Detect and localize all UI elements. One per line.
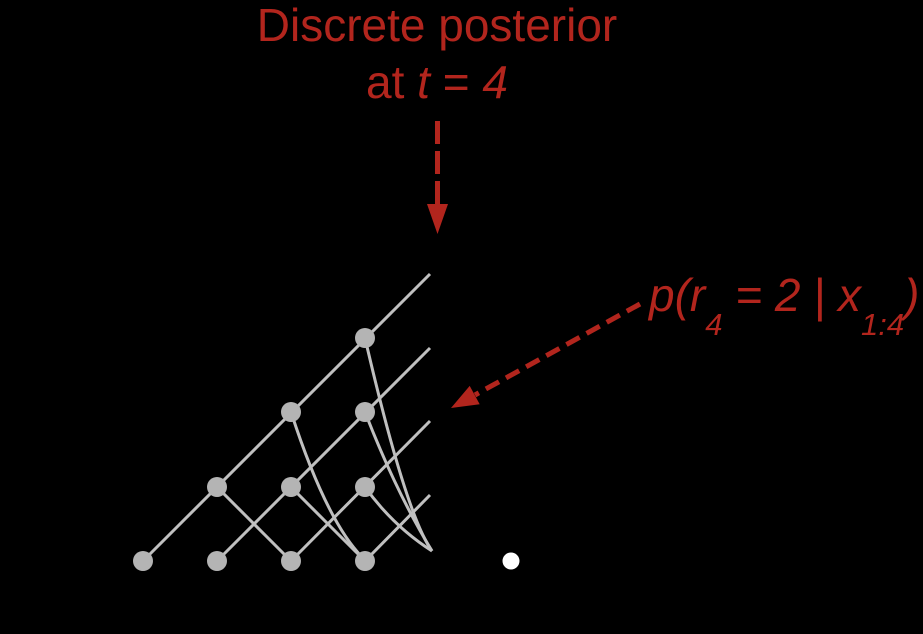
trellis-edge-reset-curve-4: [363, 337, 434, 552]
label-segment: at: [366, 56, 418, 108]
lattice-node: [133, 551, 153, 571]
label-segment: 4: [482, 56, 508, 108]
label-segment: ): [904, 269, 920, 321]
label-segment: t: [417, 56, 430, 108]
title-line-1: Discrete posterior: [257, 0, 617, 54]
label-segment: = 2 | x: [722, 269, 862, 321]
lattice-node: [207, 551, 227, 571]
lattice-node: [355, 328, 375, 348]
lattice-node: [207, 477, 227, 497]
label-arrow-dashed-line: [473, 301, 642, 398]
posterior-probability-label: p(r4 = 2 | x1:4): [649, 269, 920, 342]
trellis-edge-reset-straight-1: [215, 485, 293, 563]
lattice-node: [281, 477, 301, 497]
trellis-edge-growth-diagonal-4: [363, 493, 432, 563]
label-segment: p(r: [649, 269, 706, 321]
lattice-node: [355, 477, 375, 497]
future-node: [502, 552, 520, 570]
title-arrow-head: [427, 204, 448, 234]
trellis-edge-reset-straight-2: [289, 485, 367, 563]
trellis-edge-reset-curve-1: [289, 411, 364, 559]
lattice-node: [355, 551, 375, 571]
title-line-2: at t = 4: [257, 54, 617, 111]
label-subscript: 1:4: [861, 307, 905, 342]
lattice-node: [355, 402, 375, 422]
diagram-title: Discrete posterior at t = 4: [257, 0, 617, 111]
label-subscript: 4: [705, 307, 723, 342]
lattice-node: [281, 551, 301, 571]
label-arrow-head: [451, 385, 480, 408]
trellis-edge-reset-curve-2: [363, 486, 433, 553]
trellis-edge-growth-diagonal-2: [215, 346, 432, 563]
label-segment: =: [429, 56, 483, 108]
lattice-node: [281, 402, 301, 422]
label-segment: Discrete posterior: [256, 0, 618, 51]
